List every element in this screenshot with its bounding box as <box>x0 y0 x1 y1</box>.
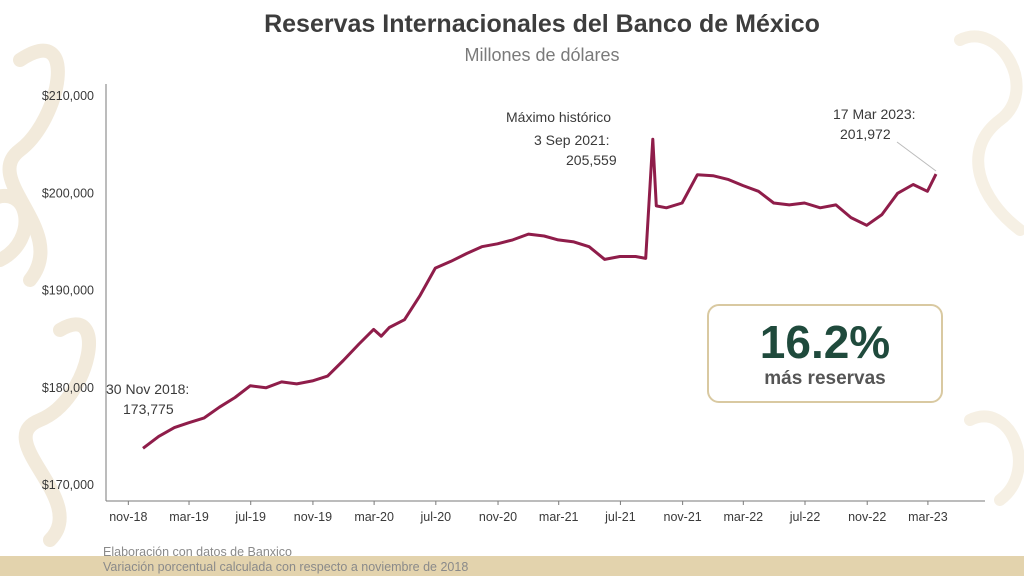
chart-subtitle: Millones de dólares <box>464 45 620 65</box>
y-tick-label: $200,000 <box>42 186 94 200</box>
annotation-peak-label: Máximo histórico <box>506 109 611 125</box>
x-tick-label: nov-20 <box>479 510 517 524</box>
annotation-peak-value: 205,559 <box>566 152 617 168</box>
chart-title: Reservas Internacionales del Banco de Mé… <box>264 10 820 38</box>
x-tick-label: nov-22 <box>848 510 886 524</box>
x-tick-label: jul-22 <box>789 510 821 524</box>
kpi-label: más reservas <box>764 368 886 389</box>
annotation-start-label: 30 Nov 2018: <box>106 381 189 397</box>
x-tick-label: mar-22 <box>724 510 764 524</box>
footnote-method: Variación porcentual calculada con respe… <box>103 560 469 574</box>
annotation-end-label: 17 Mar 2023: <box>833 106 916 122</box>
x-tick-label: jul-20 <box>420 510 452 524</box>
y-tick-label: $180,000 <box>42 381 94 395</box>
y-tick-label: $190,000 <box>42 284 94 298</box>
x-tick-label: mar-20 <box>354 510 394 524</box>
y-tick-label: $210,000 <box>42 89 94 103</box>
x-tick-label: jul-19 <box>234 510 266 524</box>
x-tick-label: jul-21 <box>604 510 636 524</box>
x-tick-label: nov-18 <box>109 510 147 524</box>
series-line-reserves <box>142 137 938 450</box>
x-tick-label: nov-21 <box>664 510 702 524</box>
annotation-start-value: 173,775 <box>123 401 174 417</box>
bottom-band <box>0 556 1024 576</box>
x-tick-label: mar-21 <box>539 510 579 524</box>
annotation-peak-date: 3 Sep 2021: <box>534 132 610 148</box>
y-tick-label: $170,000 <box>42 478 94 492</box>
annotation-leader-end <box>896 141 937 172</box>
annotation-end-value: 201,972 <box>840 126 891 142</box>
kpi-percentage: 16.2% <box>759 316 891 368</box>
x-tick-label: nov-19 <box>294 510 332 524</box>
footnote-source: Elaboración con datos de Banxico <box>103 545 293 559</box>
kpi-box: 16.2% más reservas <box>707 304 943 403</box>
x-tick-label: mar-19 <box>169 510 209 524</box>
x-tick-label: mar-23 <box>908 510 948 524</box>
